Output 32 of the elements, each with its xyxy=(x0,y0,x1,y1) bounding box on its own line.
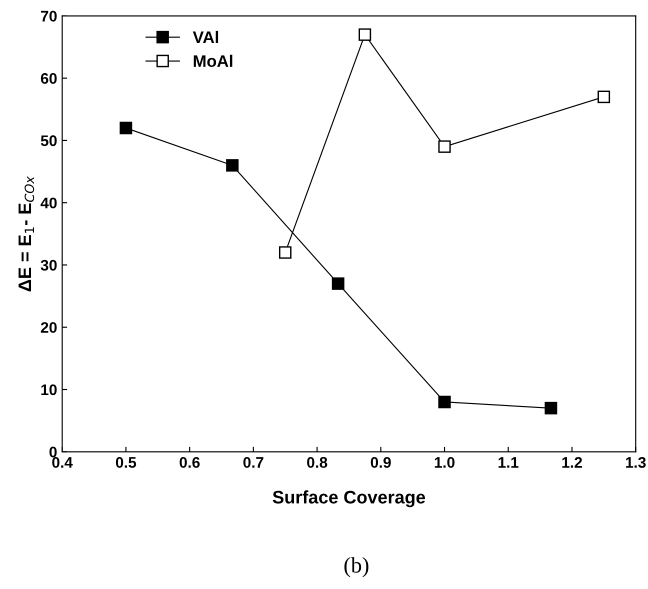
x-tick-label: 0.4 xyxy=(52,457,73,468)
point xyxy=(278,246,292,259)
y-tick-label: 20 xyxy=(40,322,57,333)
x-tick-label: 1.2 xyxy=(562,457,582,468)
point xyxy=(226,159,239,172)
x-tick-label: 0.7 xyxy=(243,457,264,468)
x-tick-label: 0.9 xyxy=(370,457,391,468)
x-tick-label: 1.0 xyxy=(434,457,455,468)
point xyxy=(438,396,451,408)
point xyxy=(120,122,132,134)
point xyxy=(544,402,558,414)
y-tick-label: 70 xyxy=(41,10,57,22)
y-tick-label: 60 xyxy=(40,73,57,84)
legend-label: MoAl xyxy=(194,54,232,68)
legend-label: VAl xyxy=(192,30,218,43)
y-tick-label: 50 xyxy=(40,135,57,146)
x-tick-label: 0.5 xyxy=(116,457,136,468)
x-tick-label: 0.8 xyxy=(307,457,328,468)
point xyxy=(332,277,344,290)
y-tick-label: 0 xyxy=(49,446,57,458)
point xyxy=(358,28,372,41)
x-tick-label: 1.3 xyxy=(626,457,646,468)
y-tick-label: 40 xyxy=(40,198,57,208)
point xyxy=(438,140,451,153)
x-tick-label: 1.1 xyxy=(498,457,518,468)
x-axis-title: Surface Coverage xyxy=(272,490,426,508)
x-tick-label: 0.6 xyxy=(180,457,200,468)
text: (b) xyxy=(344,557,368,578)
y-tick-label: 10 xyxy=(41,384,57,396)
point xyxy=(598,90,610,104)
y-axis-title: ΔE = E$_{1}$- E$_{COx}$ xyxy=(18,176,34,292)
y-tick-label: 30 xyxy=(40,260,57,271)
